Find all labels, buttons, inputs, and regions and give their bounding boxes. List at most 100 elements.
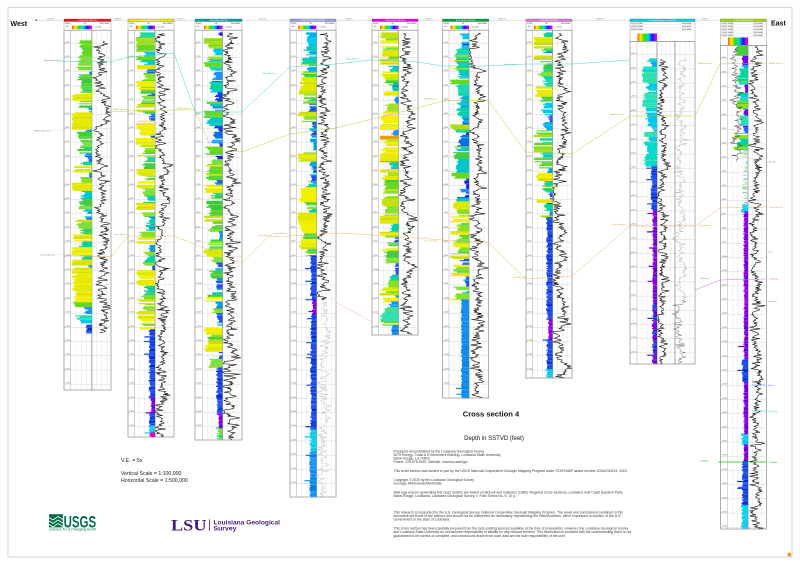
svg-text:26984 ft: 26984 ft — [596, 17, 604, 20]
svg-text:-160: -160 — [129, 26, 132, 28]
svg-text:1500: 1500 — [631, 67, 635, 69]
svg-text:12000: 12000 — [291, 326, 296, 328]
svg-text:11000: 11000 — [373, 297, 378, 299]
svg-text:11368 ft: 11368 ft — [701, 17, 709, 20]
svg-text:18000: 18000 — [722, 483, 727, 485]
svg-text:21097 ft: 21097 ft — [177, 17, 185, 20]
svg-text:RES(OHMM): RES(OHMM) — [407, 23, 417, 25]
svg-text:12500: 12500 — [444, 368, 449, 370]
svg-text:9000: 9000 — [129, 212, 133, 214]
svg-text:1000: 1000 — [444, 42, 448, 44]
svg-text:Government or the state of Lou: Government or the state of Louisiana. — [394, 518, 451, 522]
svg-text:7500: 7500 — [129, 170, 133, 172]
svg-text:8000: 8000 — [444, 241, 448, 243]
svg-text:12500: 12500 — [65, 312, 70, 314]
svg-text:8000: 8000 — [631, 252, 635, 254]
svg-text:11000: 11000 — [129, 269, 134, 271]
svg-text:12000: 12000 — [444, 354, 449, 356]
svg-text:3500: 3500 — [722, 71, 726, 73]
svg-text:SP(MV) GR(API): SP(MV) GR(API) — [722, 28, 735, 31]
svg-text:GR: GR — [84, 23, 87, 25]
svg-text:13000: 13000 — [65, 326, 70, 328]
svg-text:This cross section was funded: This cross section was funded in part by… — [394, 469, 628, 473]
svg-text:13000: 13000 — [196, 354, 201, 356]
svg-text:RES(OHMM): RES(OHMM) — [754, 29, 764, 31]
svg-text:11000: 11000 — [196, 297, 201, 299]
svg-text:4000: 4000 — [373, 99, 377, 101]
svg-text:14000: 14000 — [65, 354, 70, 356]
svg-text:1000: 1000 — [631, 53, 635, 55]
svg-text:Middle Miocene: Middle Miocene — [113, 109, 128, 111]
svg-text:8500: 8500 — [129, 198, 133, 200]
svg-text:Louisiana Geological: Louisiana Geological — [214, 519, 281, 526]
svg-text:12500: 12500 — [291, 340, 296, 342]
svg-text:10000: 10000 — [631, 309, 636, 311]
svg-text:7500: 7500 — [722, 185, 726, 187]
svg-text:11000: 11000 — [527, 297, 532, 299]
svg-text:11500: 11500 — [291, 312, 296, 314]
svg-text:B SN 54021 (SSTVD): B SN 54021 (SSTVD) — [142, 20, 161, 22]
svg-text:15000: 15000 — [65, 383, 70, 385]
svg-text:7500: 7500 — [444, 226, 448, 228]
svg-text:Upper Miocene: Upper Miocene — [44, 59, 60, 62]
svg-text:13500: 13500 — [65, 340, 70, 342]
svg-text:6500: 6500 — [722, 157, 726, 159]
svg-text:3000: 3000 — [65, 42, 69, 44]
svg-text:SP(MV) GR(API): SP(MV) GR(API) — [722, 31, 735, 34]
svg-text:4000: 4000 — [196, 99, 200, 101]
svg-text:16500: 16500 — [722, 441, 727, 443]
svg-text:3500: 3500 — [444, 113, 448, 115]
svg-text:document are those of the auth: document are those of the authors and sh… — [394, 514, 622, 518]
svg-text:14500: 14500 — [196, 397, 201, 399]
svg-text:14000: 14000 — [722, 370, 727, 372]
svg-text:8000: 8000 — [722, 199, 726, 201]
svg-text:7500: 7500 — [373, 198, 377, 200]
svg-text:5500: 5500 — [196, 141, 200, 143]
svg-text:15000: 15000 — [196, 411, 201, 413]
svg-text:Baton Rouge, LA 70803: Baton Rouge, LA 70803 — [394, 456, 430, 460]
svg-text:5000: 5000 — [444, 155, 448, 157]
svg-text:3500: 3500 — [196, 84, 200, 86]
svg-text:15500: 15500 — [291, 425, 296, 427]
svg-text:6000: 6000 — [65, 127, 69, 129]
svg-text:15000: 15000 — [129, 383, 134, 385]
svg-text:GR: GR — [309, 23, 312, 25]
svg-text:8500: 8500 — [373, 226, 377, 228]
svg-text:SP(MV) GR(API): SP(MV) GR(API) — [722, 34, 735, 37]
svg-text:Geology: Akinbobola Akintomide: Geology: Akinbobola Akintomide — [394, 482, 443, 486]
svg-text:Baton Rouge, Louisiana, Louisi: Baton Rouge, Louisiana, Louisiana Geolog… — [394, 494, 517, 498]
svg-text:Cockfield: Cockfield — [769, 462, 777, 464]
svg-text:Lower Miocene: Lower Miocene — [40, 253, 56, 256]
svg-text:3000: 3000 — [444, 99, 448, 101]
svg-text:5500: 5500 — [527, 141, 531, 143]
svg-text:6500: 6500 — [444, 198, 448, 200]
svg-text:9000: 9000 — [527, 241, 531, 243]
svg-text:9000: 9000 — [196, 241, 200, 243]
svg-text:9000: 9000 — [373, 241, 377, 243]
svg-text:10500: 10500 — [291, 283, 296, 285]
svg-text:B SN 177700 (SSTVD): B SN 177700 (SSTVD) — [734, 20, 754, 22]
svg-text:Anahuac: Anahuac — [769, 300, 777, 303]
svg-text:and Louisiana State University: and Louisiana State University do not as… — [394, 530, 632, 534]
svg-text:4500: 4500 — [444, 141, 448, 143]
svg-text:GR: GR — [215, 23, 218, 25]
svg-text:9500: 9500 — [65, 226, 69, 228]
svg-text:13000: 13000 — [291, 354, 296, 356]
svg-text:6000: 6000 — [444, 184, 448, 186]
svg-text:11500: 11500 — [129, 283, 134, 285]
svg-text:RES(OHMM): RES(OHMM) — [754, 26, 764, 28]
svg-text:SP(MV): SP(MV) — [527, 23, 533, 25]
svg-text:-160: -160 — [65, 26, 68, 28]
svg-text:B SN 209331 (SSTVD): B SN 209331 (SSTVD) — [385, 20, 405, 22]
svg-text:14000: 14000 — [196, 383, 201, 385]
svg-text:7000: 7000 — [631, 224, 635, 226]
svg-text:4500: 4500 — [129, 84, 133, 86]
svg-text:16500: 16500 — [129, 425, 134, 427]
svg-text:SP(MV): SP(MV) — [444, 23, 450, 25]
svg-text:10000: 10000 — [65, 241, 70, 243]
svg-text:6000: 6000 — [196, 155, 200, 157]
svg-text:GR: GR — [545, 23, 548, 25]
svg-text:7000: 7000 — [444, 212, 448, 214]
svg-text:9000: 9000 — [65, 212, 69, 214]
svg-text:5000: 5000 — [65, 99, 69, 101]
